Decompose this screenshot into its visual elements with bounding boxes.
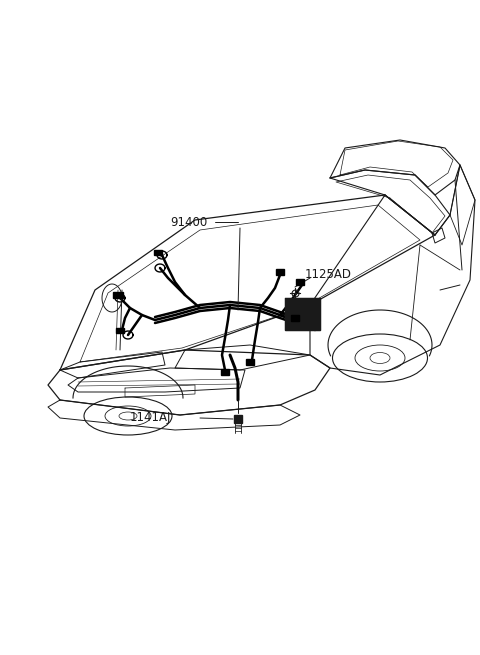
Bar <box>276 269 284 275</box>
Bar <box>221 369 229 375</box>
Text: 1141AJ: 1141AJ <box>130 411 171 424</box>
Bar <box>154 250 162 255</box>
Bar <box>246 359 254 365</box>
Polygon shape <box>285 298 320 330</box>
Bar <box>113 292 123 298</box>
Text: 91400: 91400 <box>170 215 207 229</box>
Text: 1125AD: 1125AD <box>305 269 352 282</box>
Polygon shape <box>234 415 242 423</box>
Bar <box>116 328 124 333</box>
Bar <box>291 315 299 321</box>
Bar <box>296 279 304 285</box>
